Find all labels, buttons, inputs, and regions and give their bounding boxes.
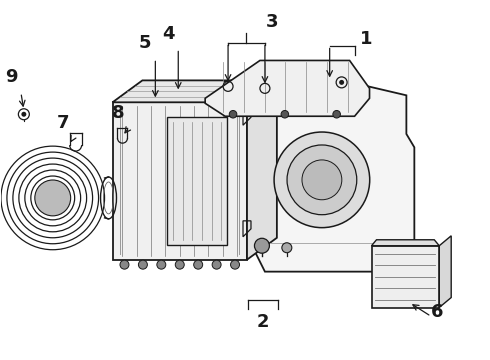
- Circle shape: [175, 260, 184, 269]
- Circle shape: [287, 145, 357, 215]
- Bar: [113, 102, 247, 260]
- Circle shape: [120, 260, 129, 269]
- Circle shape: [212, 260, 221, 269]
- Text: 1: 1: [360, 30, 372, 48]
- Circle shape: [229, 111, 237, 118]
- Bar: [167, 117, 227, 245]
- Polygon shape: [439, 236, 451, 307]
- Text: 2: 2: [257, 314, 269, 332]
- Text: 5: 5: [138, 35, 150, 53]
- Circle shape: [194, 260, 203, 269]
- Circle shape: [22, 112, 26, 117]
- Circle shape: [231, 260, 240, 269]
- Polygon shape: [113, 80, 277, 102]
- Circle shape: [302, 160, 342, 200]
- Text: 8: 8: [112, 104, 125, 122]
- Polygon shape: [205, 60, 369, 116]
- Text: 7: 7: [56, 114, 69, 132]
- Circle shape: [138, 260, 147, 269]
- Circle shape: [254, 238, 270, 253]
- Text: 6: 6: [431, 303, 443, 321]
- Circle shape: [35, 180, 71, 216]
- Circle shape: [157, 260, 166, 269]
- Text: 3: 3: [266, 13, 278, 31]
- Bar: [371, 246, 439, 307]
- Polygon shape: [247, 80, 277, 260]
- Circle shape: [282, 243, 292, 253]
- Text: 9: 9: [5, 68, 17, 86]
- Circle shape: [339, 80, 344, 85]
- Polygon shape: [255, 80, 415, 272]
- Circle shape: [274, 132, 370, 228]
- Circle shape: [333, 111, 341, 118]
- Text: 4: 4: [162, 24, 174, 42]
- Polygon shape: [371, 240, 439, 246]
- Circle shape: [281, 111, 289, 118]
